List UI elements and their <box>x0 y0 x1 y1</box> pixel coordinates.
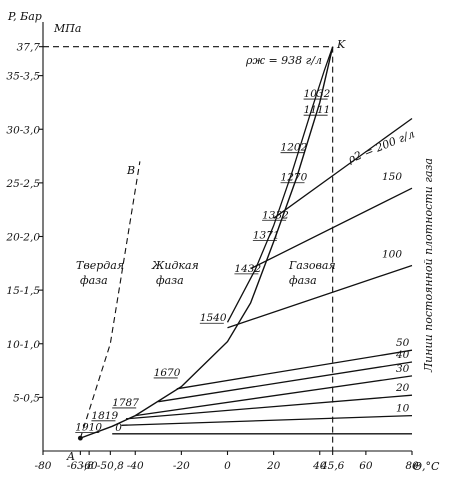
side-label-gas-density-lines: Линии постоянной плотности газа <box>422 158 435 373</box>
x-tick-label: 80 <box>405 460 419 472</box>
x-tick-label: 40 <box>312 460 327 472</box>
isochore-label: 0 <box>115 422 122 434</box>
liquid-density-line <box>226 46 334 323</box>
density-label: 1540 <box>200 312 227 324</box>
gas-isochore-line <box>227 264 413 329</box>
label-liquid-phase-2: фаза <box>156 274 184 287</box>
label-gas-phase-2: фаза <box>289 274 317 287</box>
density-label: 1032 <box>304 88 331 100</box>
y-tick-label: 15-1,5 <box>6 285 40 297</box>
gas-isochore-line <box>121 414 413 426</box>
y-tick-label: 25-2,5 <box>5 178 40 190</box>
density-label: 1270 <box>281 172 308 184</box>
label-triple-point: A <box>66 450 75 463</box>
density-label: 1670 <box>154 367 181 379</box>
density-label: 1332 <box>262 209 289 221</box>
gas-isochore-line <box>158 361 413 403</box>
x-tick-label: -20 <box>173 460 190 472</box>
gas-isochore-line <box>273 117 413 219</box>
gas-isochore-line <box>125 394 413 420</box>
y-tick-label: 5-0,5 <box>13 392 40 404</box>
plot-lines <box>43 46 413 451</box>
y-tick-label: 20-2,0 <box>5 232 40 244</box>
gas-isochore-line <box>176 349 413 390</box>
isochore-label: 20 <box>395 382 410 394</box>
density-label: 1111 <box>304 104 331 116</box>
x-tick-label: -50,8 <box>97 460 124 472</box>
x-tick-label: -60 <box>81 460 98 472</box>
x-tick-label: 0 <box>224 460 231 472</box>
isochore-label: 50 <box>396 337 410 349</box>
label-solid-phase-1: Твердая <box>76 259 124 272</box>
x-tick-label: -63,8 <box>67 460 94 472</box>
y-tick-label: 37,7 <box>17 42 41 54</box>
label-solid-phase-2: фаза <box>80 274 108 287</box>
x-tick-label: 20 <box>266 460 281 472</box>
x-tick-label: 45,6 <box>320 460 345 472</box>
axis-frame <box>42 22 412 452</box>
y-axis-label-p: P, Бар <box>7 10 42 23</box>
label-rho-gas: ρ2 = 200 г/л <box>345 127 416 166</box>
density-label: 1371 <box>253 230 280 242</box>
isochore-label: 40 <box>395 349 410 361</box>
density-label: 1202 <box>281 142 308 154</box>
gas-isochore-line <box>135 375 413 417</box>
label-point-b: B <box>126 164 135 177</box>
label-rho-liquid: ρж = 938 г/л <box>245 54 322 67</box>
x-tick-label: -80 <box>35 460 52 472</box>
isochore-label: 150 <box>382 171 402 183</box>
solid-boundary-line <box>79 161 141 439</box>
triple-point-marker <box>77 435 83 441</box>
isochore-label: 10 <box>396 403 410 415</box>
density-label: 1910 <box>75 422 102 434</box>
label-liquid-phase-1: Жидкая <box>151 259 199 272</box>
y-tick-label: 35-3,5 <box>6 71 40 83</box>
saturation-curve <box>80 46 334 439</box>
x-axis-label: Θ,°C <box>413 460 440 473</box>
y-axis-label-mpa: МПа <box>53 22 81 35</box>
label-critical-point: K <box>336 38 346 51</box>
x-tick-label: 60 <box>359 460 373 472</box>
isochore-label: 100 <box>382 248 402 260</box>
density-label: 1819 <box>91 410 118 422</box>
axes <box>39 22 413 455</box>
y-tick-label: 30-3,0 <box>6 124 40 136</box>
y-tick-label: 10-1,0 <box>6 339 40 351</box>
label-gas-phase-1: Газовая <box>288 259 336 272</box>
gas-isochore-line <box>250 187 413 270</box>
density-label: 1787 <box>112 397 139 409</box>
isochore-label: 30 <box>396 363 410 375</box>
x-tick-label: -40 <box>127 460 144 472</box>
density-label: 1432 <box>234 263 261 275</box>
